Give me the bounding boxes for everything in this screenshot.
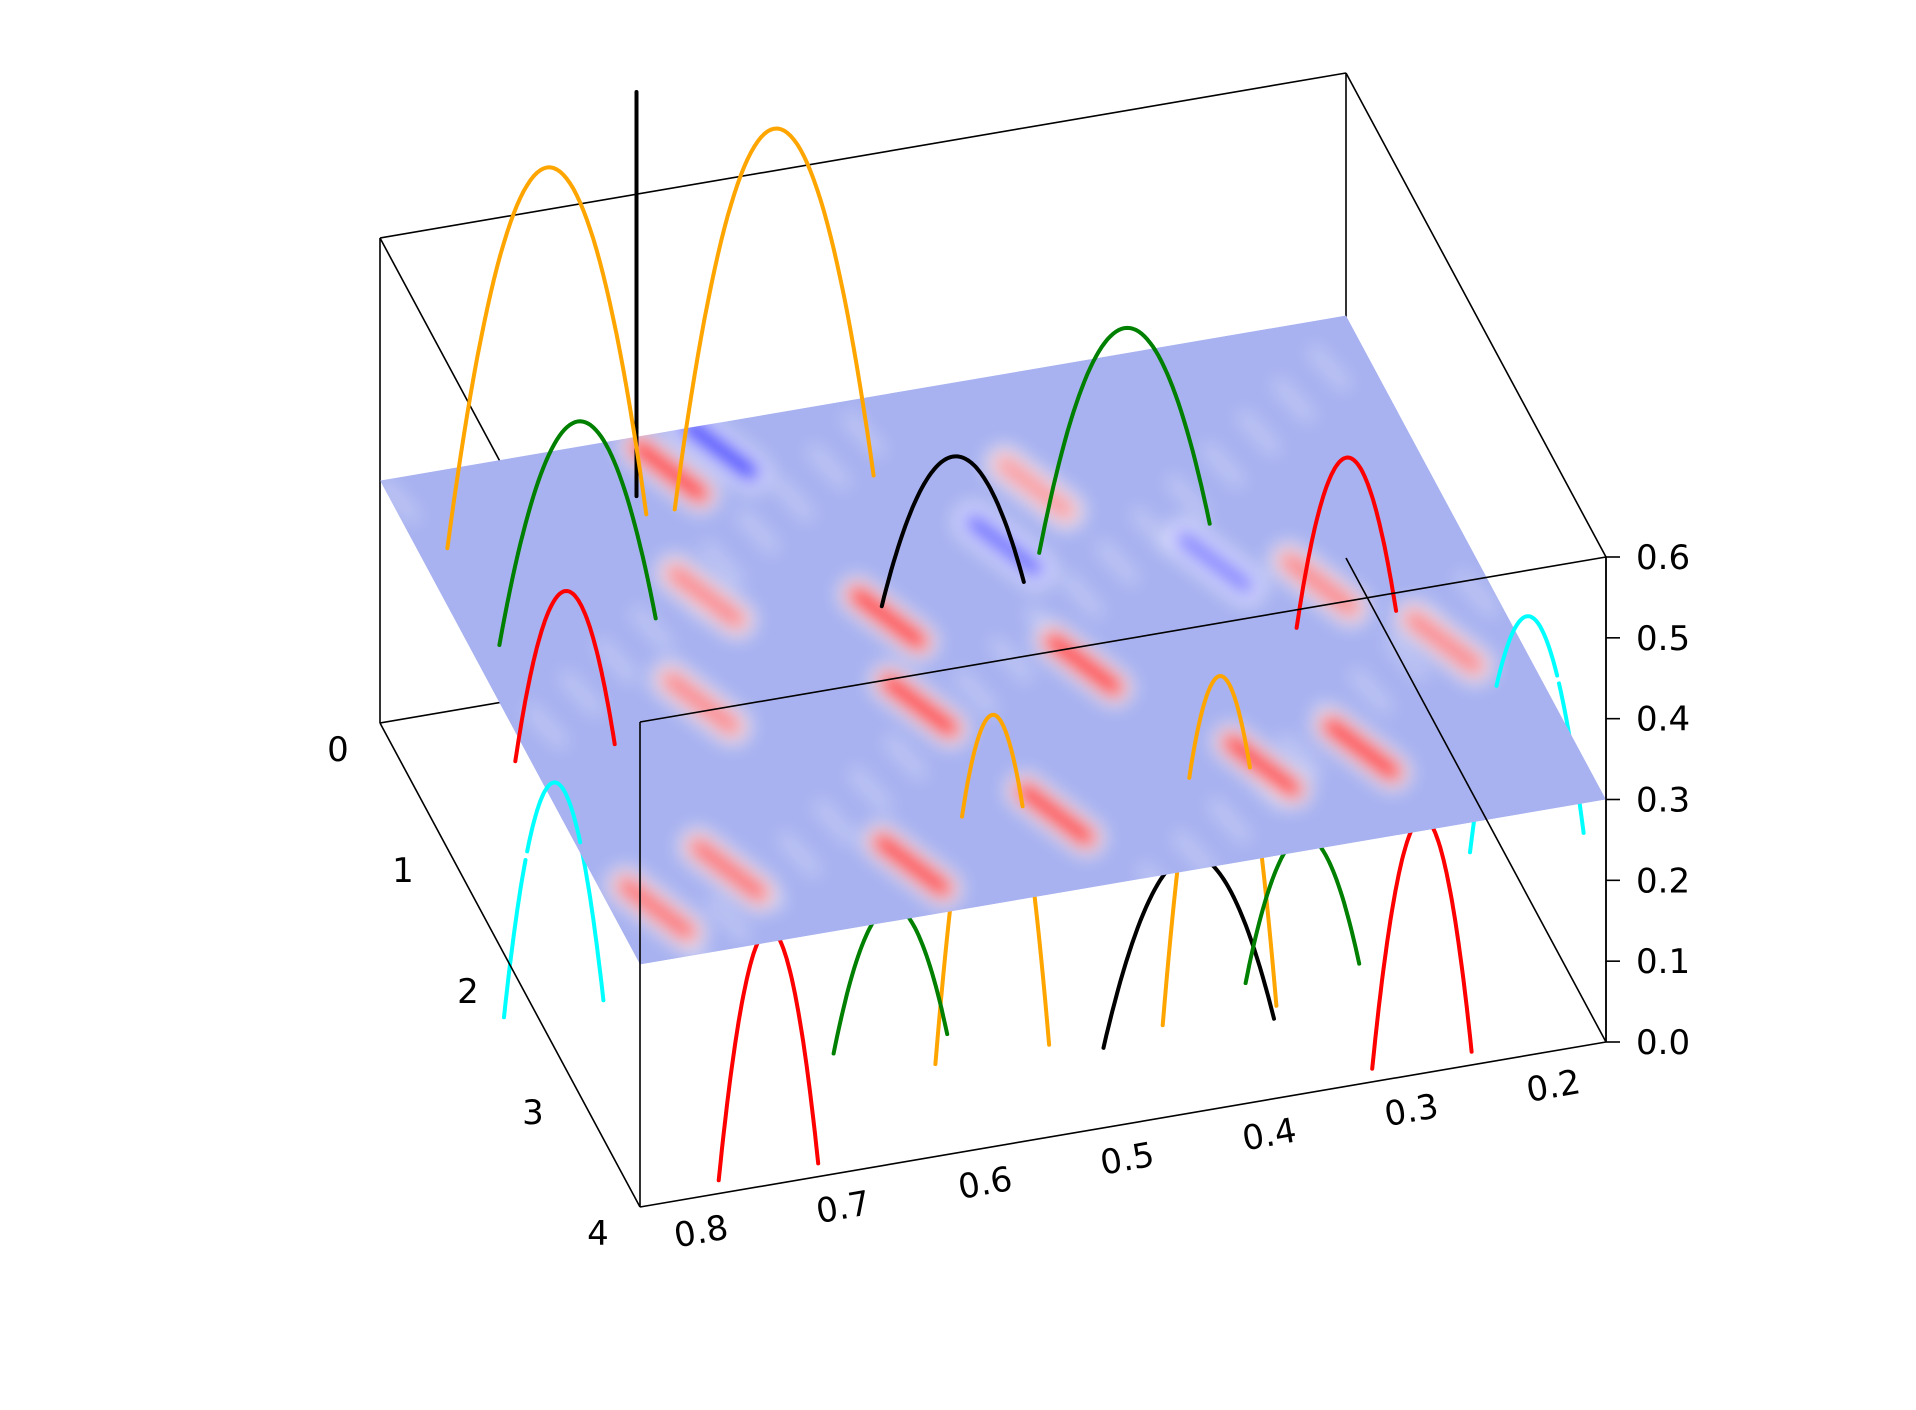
intensity-spot [1319, 714, 1404, 784]
data-curve [1101, 853, 1276, 1050]
data-curve [502, 858, 528, 1020]
data-curve [1370, 816, 1423, 1071]
x-axis-ticks: 0.8 0.7 0.6 0.5 0.4 0.3 0.2 [671, 1062, 1584, 1256]
x-tick-label: 0.4 [1239, 1111, 1299, 1160]
intensity-spot [627, 435, 712, 506]
data-curve [1494, 614, 1560, 688]
intensity-spot [663, 561, 749, 632]
data-curve [716, 927, 769, 1183]
data-curve [879, 454, 1026, 609]
y-tick-label: 1 [392, 851, 414, 891]
intensity-spot [877, 670, 962, 741]
intensity-spot [1172, 527, 1258, 598]
y-axis-ticks: 0 1 2 3 4 [327, 730, 609, 1254]
z-tick-label: 0.2 [1636, 861, 1690, 901]
intensity-spot [1041, 629, 1126, 699]
data-curve [960, 712, 1025, 819]
intensity-spot [658, 668, 744, 738]
curves-above-plane [445, 90, 1560, 854]
x-tick-label: 0.6 [955, 1159, 1015, 1208]
y-tick-label: 4 [587, 1214, 609, 1254]
intensity-spot [869, 830, 955, 900]
data-curve [497, 419, 658, 647]
z-tick-label: 0.6 [1636, 538, 1690, 578]
z-tick-label: 0.4 [1636, 700, 1690, 740]
x-tick-label: 0.7 [813, 1183, 873, 1232]
intensity-spot [992, 452, 1078, 523]
x-tick-label: 0.2 [1523, 1062, 1583, 1111]
x-tick-label: 0.5 [1097, 1135, 1157, 1184]
intensity-spot [961, 510, 1047, 581]
intensity-spot [1401, 607, 1487, 677]
y-tick-label: 3 [522, 1093, 544, 1133]
intensity-spot [1277, 549, 1363, 619]
intensity-spot [614, 874, 699, 944]
z-tick-label: 0.0 [1636, 1023, 1690, 1063]
x-tick-label: 0.8 [671, 1208, 731, 1257]
frame-front [379, 556, 1607, 1208]
data-curve [579, 848, 606, 1003]
z-axis-ticks: 0.0 0.1 0.2 0.3 0.4 0.5 0.6 [1606, 538, 1690, 1063]
y-tick-label: 2 [457, 972, 479, 1012]
y-axis-line [379, 722, 641, 1208]
data-curve [672, 126, 876, 512]
z-tick-label: 0.1 [1636, 942, 1690, 982]
z-axis-base-line [1345, 557, 1607, 1043]
data-curve [1294, 455, 1399, 630]
frame-edge [379, 72, 1347, 239]
data-curve [1421, 815, 1474, 1054]
intensity-spot [686, 835, 772, 905]
data-curve [1187, 674, 1252, 780]
z-tick-label: 0.3 [1636, 781, 1690, 821]
data-curve [525, 780, 583, 854]
intensity-spot [677, 414, 763, 484]
z-tick-label: 0.5 [1636, 619, 1690, 659]
intensity-plane [380, 315, 1606, 965]
data-curve [513, 589, 617, 764]
frame-edge [1345, 72, 1607, 558]
data-curve [1037, 325, 1212, 555]
y-tick-label: 0 [327, 730, 349, 770]
x-tick-label: 0.3 [1381, 1086, 1441, 1135]
x-axis-line [639, 1041, 1607, 1208]
data-curve [445, 165, 649, 551]
data-curve [768, 927, 821, 1166]
intensity-spot [845, 583, 931, 653]
frame-edge [639, 556, 1607, 723]
intensity-spot [1219, 731, 1305, 801]
intensity-spot [1013, 779, 1098, 849]
